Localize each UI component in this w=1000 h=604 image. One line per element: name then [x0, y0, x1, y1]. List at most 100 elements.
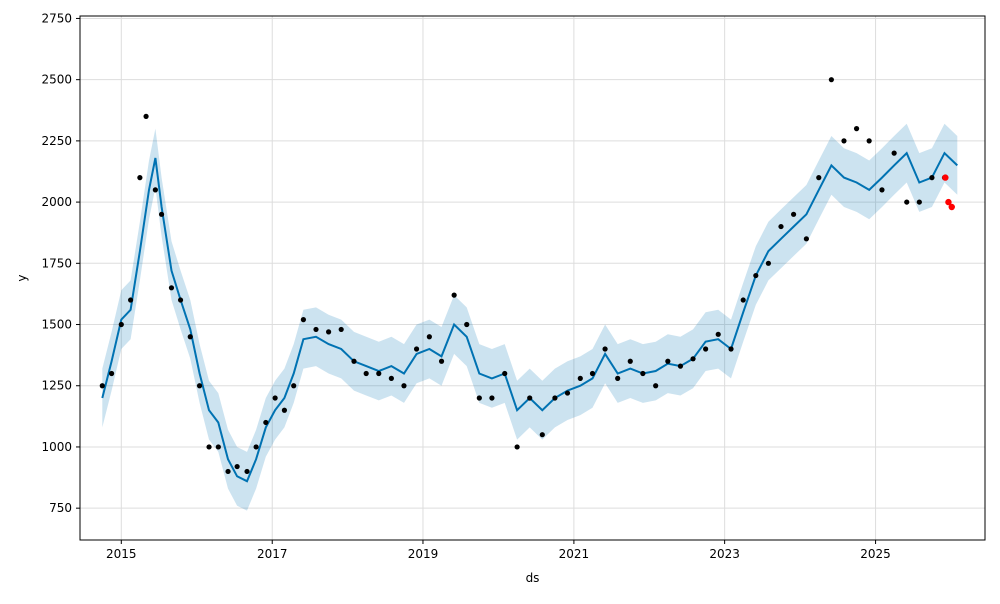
observed-point	[206, 444, 212, 450]
observed-point	[177, 297, 184, 303]
observed-point	[527, 395, 533, 401]
observed-point	[451, 292, 457, 298]
observed-point	[244, 468, 250, 475]
forecast-line-layer	[101, 151, 958, 483]
observed-point	[904, 199, 910, 205]
observed-point	[853, 126, 860, 132]
observed-point	[891, 150, 897, 156]
observed-point	[376, 370, 382, 377]
x-tick-label: 2021	[559, 547, 590, 561]
observed-point	[489, 395, 495, 401]
grid-layer	[80, 16, 985, 540]
observed-point	[703, 346, 709, 352]
observed-point	[225, 468, 231, 475]
observed-point	[866, 138, 872, 144]
observed-point	[187, 334, 193, 340]
observed-point	[828, 77, 834, 83]
observed-point	[413, 346, 420, 352]
observed-point	[879, 187, 885, 193]
highlight-point	[942, 174, 949, 181]
observed-point	[665, 358, 671, 364]
y-tick-label: 2000	[41, 195, 72, 209]
observed-point	[615, 375, 621, 381]
observed-point	[300, 317, 307, 323]
observed-point	[653, 383, 659, 389]
observed-point	[313, 326, 319, 333]
observed-point	[108, 370, 115, 377]
observed-point	[281, 407, 288, 413]
observed-point	[502, 370, 508, 377]
observed-point	[765, 260, 772, 266]
observed-point	[234, 463, 240, 470]
x-tick-label: 2019	[408, 547, 439, 561]
observed-point	[464, 321, 470, 328]
y-tick-label: 1750	[41, 256, 72, 270]
observed-point	[778, 223, 784, 230]
observed-point	[152, 187, 158, 193]
interval-band-layer	[102, 123, 958, 511]
observed-point	[552, 395, 558, 401]
observed-point	[627, 358, 633, 364]
y-tick-label: 750	[49, 501, 72, 515]
observed-point	[118, 321, 124, 328]
observed-point	[640, 370, 646, 377]
observed-point	[158, 211, 165, 217]
observed-point	[272, 395, 278, 401]
observed-point	[168, 285, 175, 291]
observed-point	[577, 375, 583, 381]
y-tick-label: 1250	[41, 379, 72, 393]
observed-point	[514, 444, 520, 450]
observed-point	[753, 272, 759, 279]
observed-point	[564, 390, 571, 396]
observed-point	[803, 236, 809, 242]
observed-point	[728, 346, 734, 352]
observed-point	[589, 370, 596, 377]
observed-point	[539, 432, 545, 438]
observed-point	[326, 329, 332, 335]
observed-point	[816, 175, 822, 181]
observed-point	[841, 138, 847, 144]
observed-point	[476, 395, 482, 401]
observed-point	[740, 297, 746, 303]
highlight-point	[945, 198, 952, 206]
observed-point	[715, 331, 721, 337]
observed-point	[438, 358, 445, 364]
plot-frame	[79, 15, 986, 541]
observed-point	[677, 363, 684, 369]
observed-point	[263, 419, 269, 426]
observed-point	[143, 113, 149, 119]
x-axis-label: ds	[526, 571, 540, 585]
y-tick-label: 1000	[41, 440, 72, 454]
y-tick-label: 2500	[41, 73, 72, 87]
observed-point	[602, 346, 608, 352]
observed-point	[690, 356, 696, 362]
x-tick-label: 2017	[257, 547, 288, 561]
x-axis-ticks: 2015 2017 2019 2021 2023 2025	[106, 540, 891, 561]
y-tick-label: 1500	[41, 318, 72, 332]
observed-point	[338, 326, 344, 333]
observed-point	[401, 383, 407, 389]
x-tick-label: 2023	[709, 547, 740, 561]
observed-point	[215, 444, 221, 450]
observed-point	[388, 375, 394, 381]
x-tick-label: 2025	[860, 547, 891, 561]
forecast-line	[101, 151, 958, 483]
y-tick-label: 2250	[41, 134, 72, 148]
observed-point	[253, 444, 259, 450]
observed-point	[916, 199, 922, 205]
x-tick-label: 2015	[106, 547, 137, 561]
observed-point	[790, 211, 797, 217]
highlight-point	[948, 203, 955, 211]
y-axis-label: y	[15, 274, 29, 281]
observed-point	[351, 358, 357, 364]
y-tick-label: 2750	[41, 11, 72, 25]
highlight-points-layer	[942, 174, 955, 211]
observed-point	[363, 370, 369, 377]
observed-point	[929, 175, 935, 181]
observed-point	[127, 297, 134, 303]
observed-point	[291, 383, 297, 389]
observed-point	[426, 334, 432, 340]
observed-point	[99, 383, 105, 389]
